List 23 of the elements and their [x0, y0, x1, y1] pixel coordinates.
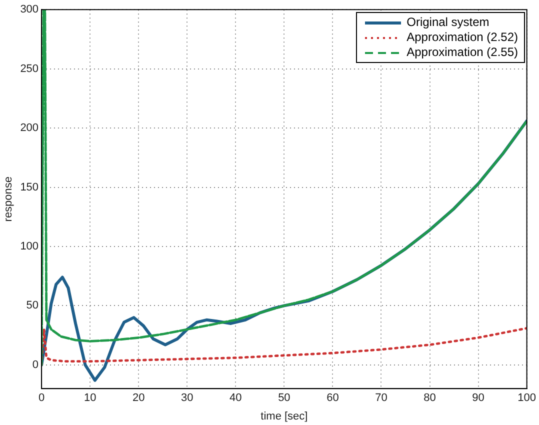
y-tick-label: 100 [20, 240, 39, 253]
x-tick-label: 50 [278, 392, 290, 404]
y-tick-label: 150 [20, 181, 39, 194]
y-tick-label: 250 [20, 62, 39, 75]
y-tick-label: 50 [26, 300, 39, 312]
x-tick-label: 80 [424, 392, 436, 404]
x-tick-label: 40 [230, 392, 242, 404]
x-tick-label: 70 [375, 392, 388, 404]
y-tick-label: 300 [20, 4, 39, 16]
x-tick-label: 20 [132, 392, 145, 404]
x-axis-title: time [sec] [260, 410, 308, 422]
x-tick-label: 100 [518, 392, 536, 404]
line-series [42, 326, 527, 366]
x-tick-label: 30 [181, 392, 194, 404]
y-axis-title: response [2, 176, 15, 222]
x-tick-label: 10 [84, 392, 96, 404]
y-tick-label: 200 [20, 122, 39, 134]
y-tick-label: 0 [32, 358, 39, 371]
legend-label: Approximation (2.55) [406, 45, 518, 60]
legend-label: Original system [406, 15, 490, 30]
x-tick-label: 60 [326, 392, 339, 404]
legend-label: Approximation (2.52) [406, 30, 518, 45]
x-tick-label: 90 [472, 392, 484, 404]
